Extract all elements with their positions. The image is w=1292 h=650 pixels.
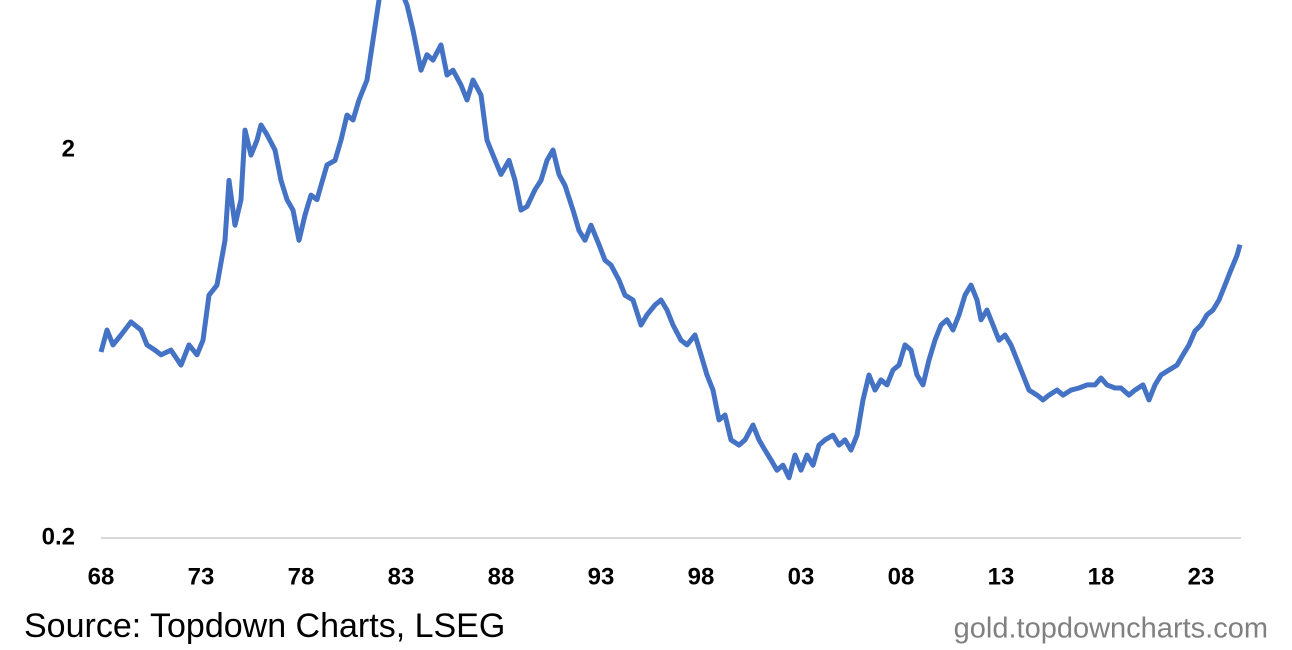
x-tick-label: 93	[588, 563, 615, 590]
x-tick-label: 68	[88, 563, 115, 590]
data-line	[98, 0, 1243, 481]
x-tick-label: 88	[488, 563, 515, 590]
x-tick-label: 08	[888, 563, 915, 590]
x-tick-label: 78	[288, 563, 315, 590]
y-tick-label: 2	[62, 135, 75, 162]
x-tick-label: 98	[688, 563, 715, 590]
x-tick-label: 83	[388, 563, 415, 590]
source-note: Source: Topdown Charts, LSEG	[24, 607, 505, 645]
watermark: gold.topdowncharts.com	[954, 613, 1268, 645]
x-tick-label: 18	[1088, 563, 1115, 590]
y-tick-label: 0.2	[42, 523, 75, 550]
x-tick-label: 23	[1188, 563, 1215, 590]
x-tick-label: 73	[188, 563, 215, 590]
x-tick-label: 13	[988, 563, 1015, 590]
x-tick-label: 03	[788, 563, 815, 590]
